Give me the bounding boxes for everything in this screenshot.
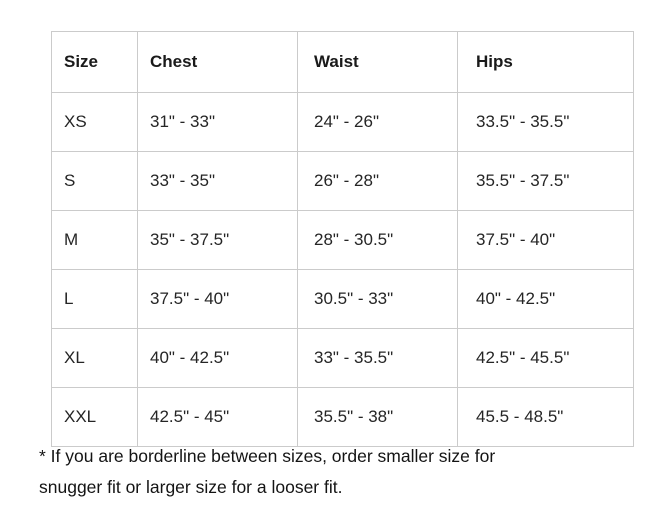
- waist-cell: 33" - 35.5": [297, 328, 458, 388]
- chest-cell: 33" - 35": [137, 151, 298, 211]
- table-row: XXL 42.5" - 45" 35.5" - 38" 45.5 - 48.5": [51, 387, 634, 447]
- waist-cell: 24" - 26": [297, 92, 458, 152]
- size-cell: M: [51, 210, 138, 270]
- chest-cell: 37.5" - 40": [137, 269, 298, 329]
- size-cell: XS: [51, 92, 138, 152]
- size-cell: S: [51, 151, 138, 211]
- waist-cell: 30.5" - 33": [297, 269, 458, 329]
- table-row: XS 31" - 33" 24" - 26" 33.5" - 35.5": [51, 92, 634, 152]
- hips-cell: 40" - 42.5": [457, 269, 634, 329]
- size-cell: XL: [51, 328, 138, 388]
- column-header-hips: Hips: [457, 31, 634, 93]
- size-chart-table: Size Chest Waist Hips XS 31" - 33" 24" -…: [51, 31, 634, 447]
- table-row: M 35" - 37.5" 28" - 30.5" 37.5" - 40": [51, 210, 634, 270]
- table-row: L 37.5" - 40" 30.5" - 33" 40" - 42.5": [51, 269, 634, 329]
- hips-cell: 35.5" - 37.5": [457, 151, 634, 211]
- hips-cell: 45.5 - 48.5": [457, 387, 634, 447]
- table-row: XL 40" - 42.5" 33" - 35.5" 42.5" - 45.5": [51, 328, 634, 388]
- chest-cell: 42.5" - 45": [137, 387, 298, 447]
- column-header-size: Size: [51, 31, 138, 93]
- chest-cell: 31" - 33": [137, 92, 298, 152]
- header-row: Size Chest Waist Hips: [51, 31, 634, 93]
- hips-cell: 42.5" - 45.5": [457, 328, 634, 388]
- footnote-line: * If you are borderline between sizes, o…: [39, 446, 496, 466]
- size-chart-footnote: * If you are borderline between sizes, o…: [39, 441, 599, 503]
- table-row: S 33" - 35" 26" - 28" 35.5" - 37.5": [51, 151, 634, 211]
- column-header-waist: Waist: [297, 31, 458, 93]
- waist-cell: 35.5" - 38": [297, 387, 458, 447]
- chest-cell: 40" - 42.5": [137, 328, 298, 388]
- waist-cell: 26" - 28": [297, 151, 458, 211]
- column-header-chest: Chest: [137, 31, 298, 93]
- footnote-line: snugger fit or larger size for a looser …: [39, 477, 343, 497]
- size-cell: L: [51, 269, 138, 329]
- size-cell: XXL: [51, 387, 138, 447]
- hips-cell: 37.5" - 40": [457, 210, 634, 270]
- hips-cell: 33.5" - 35.5": [457, 92, 634, 152]
- chest-cell: 35" - 37.5": [137, 210, 298, 270]
- waist-cell: 28" - 30.5": [297, 210, 458, 270]
